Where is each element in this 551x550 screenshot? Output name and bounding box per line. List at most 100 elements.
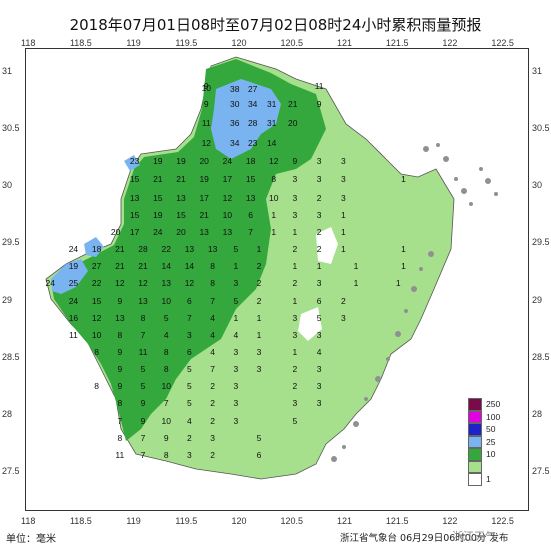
rainfall-value: 3 <box>316 174 322 185</box>
legend-row <box>468 460 516 473</box>
rainfall-value: 38 <box>230 84 240 94</box>
lat-tick-left: 29.5 <box>2 237 20 248</box>
rainfall-value: 7 <box>140 449 146 460</box>
rainfall-value: 10 <box>161 295 171 306</box>
legend-swatch <box>468 460 482 473</box>
rainfall-value: 7 <box>163 398 169 409</box>
rainfall-value: 13 <box>138 295 148 306</box>
rainfall-value: 7 <box>210 295 215 306</box>
rainfall-value: 1 <box>316 261 322 272</box>
rainfall-value: 5 <box>233 295 239 306</box>
lon-tick-bottom: 118 <box>20 516 36 526</box>
rainfall-value: 30 <box>230 98 240 109</box>
rainfall-value: 12 <box>184 278 195 289</box>
rainfall-value: 1 <box>292 295 298 306</box>
rainfall-value: 6 <box>187 295 192 306</box>
rainfall-value: 2 <box>256 261 262 272</box>
rainfall-value: 9 <box>316 98 322 109</box>
rainfall-value: 2 <box>256 295 262 306</box>
rainfall-value: 1 <box>292 346 298 357</box>
rainfall-value: 21 <box>288 98 298 109</box>
legend: 250 100 50 25 10 1 <box>468 398 516 486</box>
rainfall-value: 15 <box>176 209 186 220</box>
rainfall-value: 5 <box>292 415 298 426</box>
lon-tick-bottom: 120 <box>231 516 247 526</box>
heavy-rain-mid <box>84 237 104 257</box>
rainfall-value: 3 <box>233 381 239 392</box>
rainfall-value: 6 <box>316 295 322 306</box>
lat-tick-left: 28 <box>2 408 13 419</box>
legend-row: 100 <box>468 410 516 423</box>
rainfall-value: 1 <box>256 329 262 340</box>
legend-label: 1 <box>486 474 491 484</box>
lon-tick-top: 122.5 <box>491 38 514 48</box>
rainfall-value: 24 <box>222 156 233 167</box>
rainfall-value: 9 <box>117 295 123 306</box>
rainfall-value: 12 <box>115 278 125 289</box>
rainfall-value: 6 <box>248 209 253 220</box>
rainfall-value: 3 <box>340 156 346 167</box>
rainfall-value: 13 <box>184 244 195 255</box>
legend-swatch <box>468 423 482 436</box>
rainfall-value: 3 <box>292 174 298 185</box>
lon-tick-bottom: 121 <box>336 516 352 526</box>
rainfall-value: 14 <box>161 261 171 272</box>
rainfall-value: 20 <box>199 156 209 167</box>
rainfall-value: 21 <box>199 209 209 220</box>
rainfall-value: 17 <box>199 192 209 203</box>
lat-tick-left: 31 <box>2 65 13 76</box>
rainfall-value: 3 <box>233 415 239 426</box>
lon-tick-top: 121.5 <box>385 38 409 48</box>
rainfall-value: 13 <box>115 312 125 323</box>
rainfall-value: 19 <box>68 261 79 272</box>
legend-label: 50 <box>486 424 496 434</box>
rainfall-value: 28 <box>247 118 258 129</box>
rainfall-value: 3 <box>292 192 298 203</box>
lat-tick-right: 27.5 <box>532 465 550 476</box>
lon-tick-bottom: 119.5 <box>175 516 198 526</box>
rainfall-value: 17 <box>222 174 233 185</box>
rainfall-value: 24 <box>45 278 55 289</box>
lon-tick-bottom: 120.5 <box>280 516 304 526</box>
rainfall-value: 36 <box>230 118 240 129</box>
rainfall-value: 15 <box>129 209 140 220</box>
rainfall-value: 4 <box>210 312 215 323</box>
rainfall-value: 23 <box>129 156 140 167</box>
rainfall-value: 1 <box>353 261 359 272</box>
rainfall-value: 9 <box>140 415 146 426</box>
rainfall-value: 7 <box>187 312 192 323</box>
rainfall-value: 13 <box>161 278 171 289</box>
rainfall-value: 8 <box>94 346 100 357</box>
rainfall-value: 22 <box>161 244 171 255</box>
rainfall-value: 13 <box>245 192 256 203</box>
rainfall-value: 3 <box>316 398 322 409</box>
rainfall-value: 5 <box>256 432 262 443</box>
rainfall-value: 21 <box>176 174 186 185</box>
rainfall-value: 3 <box>233 398 239 409</box>
rainfall-value: 9 <box>140 398 146 409</box>
lon-tick-bottom: 122 <box>442 516 458 526</box>
rainfall-value: 24 <box>68 295 79 306</box>
rainfall-value: 28 <box>138 244 148 255</box>
dry-pocket-2 <box>298 307 322 341</box>
rainfall-value: 11 <box>138 346 148 357</box>
rainfall-value: 34 <box>247 98 258 109</box>
rainfall-value: 3 <box>187 329 192 340</box>
rainfall-value: 17 <box>129 226 140 237</box>
lat-tick-left: 30.5 <box>2 123 20 134</box>
rainfall-value: 5 <box>233 244 239 255</box>
rainfall-value: 13 <box>199 226 209 237</box>
rainfall-value: 11 <box>201 118 211 129</box>
lon-tick-bottom: 118.5 <box>69 516 92 526</box>
rainfall-value: 3 <box>316 209 322 220</box>
lat-tick-right: 29 <box>532 294 543 305</box>
rainfall-value: 20 <box>176 226 186 237</box>
rainfall-value: 2 <box>340 295 346 306</box>
legend-row: 250 <box>468 398 516 411</box>
rainfall-map: 9 10 38 27 11 9 30 34 31 21 9 11 36 28 31 20 12 34 23 14 23 1… <box>25 48 529 511</box>
rainfall-value: 3 <box>292 329 298 340</box>
rainfall-value: 3 <box>316 329 322 340</box>
rainfall-value: 3 <box>256 364 262 375</box>
rainfall-value: 24 <box>153 226 163 237</box>
rainfall-value: 7 <box>140 432 146 443</box>
